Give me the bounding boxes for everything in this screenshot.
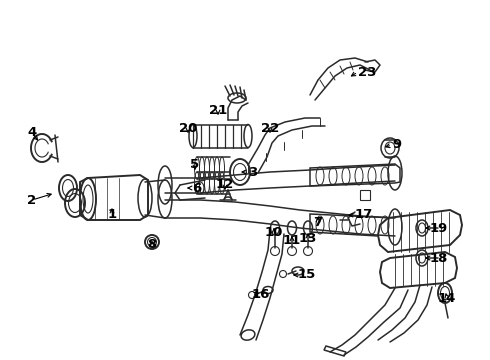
Text: 16: 16 (252, 288, 270, 302)
Text: 2: 2 (27, 194, 37, 207)
Text: 9: 9 (392, 139, 401, 152)
Text: 8: 8 (147, 238, 157, 252)
Text: 3: 3 (248, 166, 257, 179)
Text: 17: 17 (355, 208, 373, 221)
Text: 11: 11 (283, 234, 301, 247)
Text: 20: 20 (179, 122, 197, 135)
Text: 18: 18 (430, 252, 448, 265)
Polygon shape (324, 346, 346, 356)
Text: 13: 13 (299, 231, 317, 244)
Text: 6: 6 (192, 181, 201, 194)
Text: 5: 5 (191, 158, 199, 171)
Text: 10: 10 (265, 225, 283, 238)
Text: 4: 4 (27, 126, 37, 139)
Polygon shape (80, 175, 148, 220)
Bar (360, 190, 370, 200)
Text: 12: 12 (216, 179, 234, 192)
Polygon shape (310, 214, 400, 237)
Text: 7: 7 (314, 216, 322, 229)
Text: 19: 19 (430, 221, 448, 234)
Text: 1: 1 (107, 208, 117, 221)
Text: 21: 21 (209, 104, 227, 117)
Text: 14: 14 (438, 292, 456, 305)
Polygon shape (380, 252, 457, 288)
Polygon shape (310, 164, 400, 186)
Text: 22: 22 (261, 122, 279, 135)
Text: 15: 15 (298, 269, 316, 282)
Text: 23: 23 (358, 66, 376, 78)
Polygon shape (378, 210, 462, 252)
